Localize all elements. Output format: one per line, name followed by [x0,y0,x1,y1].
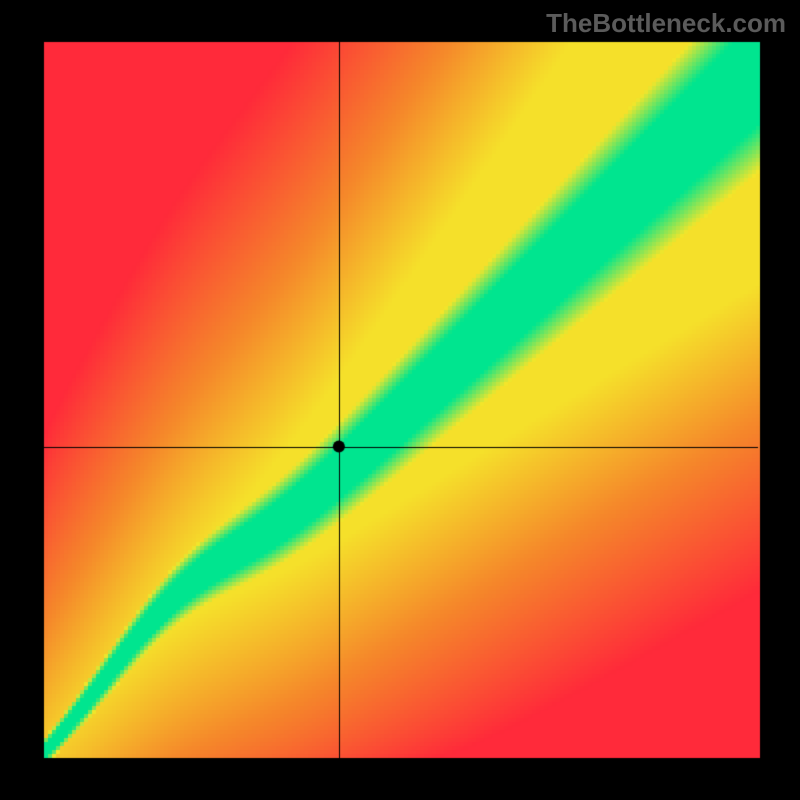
watermark-text: TheBottleneck.com [546,8,786,39]
chart-container: TheBottleneck.com [0,0,800,800]
bottleneck-heatmap [0,0,800,800]
